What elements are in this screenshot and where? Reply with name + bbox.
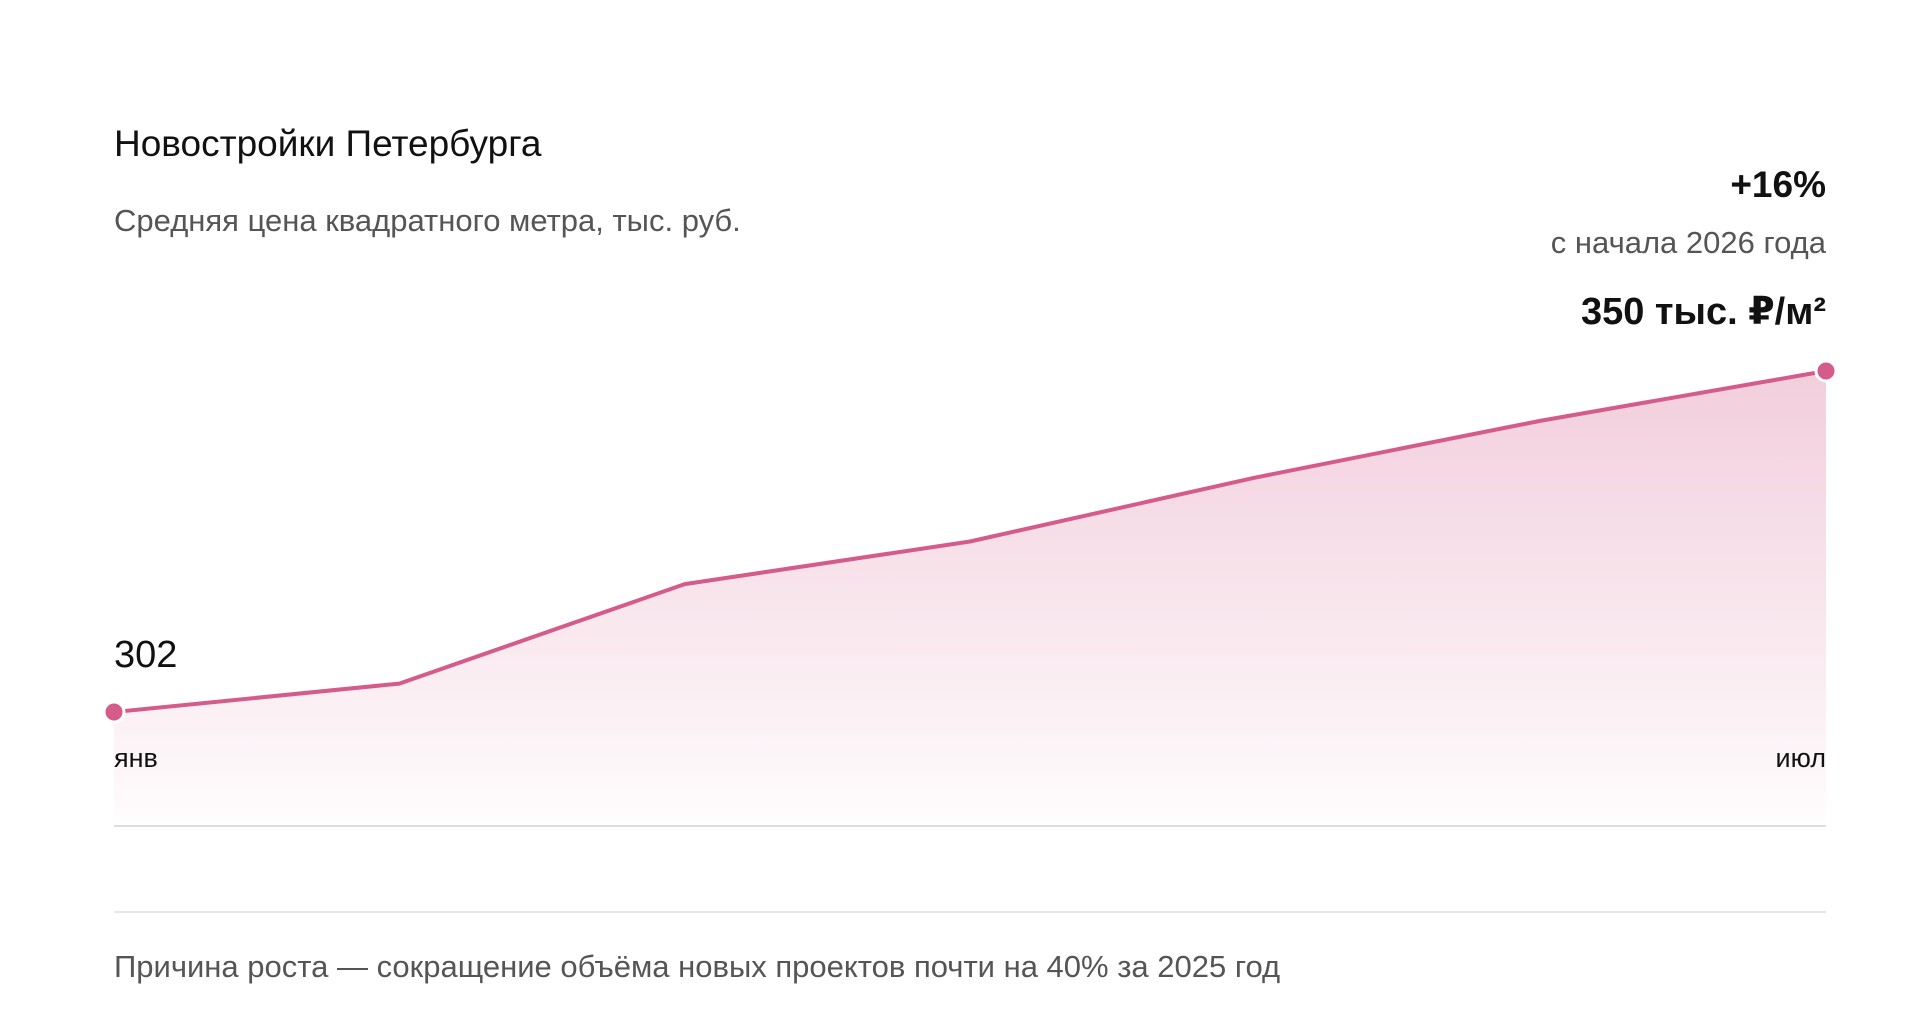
footnote: Причина роста — сокращение объёма новых …: [114, 949, 1280, 984]
value-label: 350 тыс. ₽/м²: [1581, 291, 1826, 333]
point: [102, 700, 126, 724]
plot: 302 янв 350 тыс. ₽/м² июл: [102, 291, 1838, 820]
change: +16%: [1730, 164, 1826, 205]
line: [113, 369, 1827, 714]
value-label: 302: [114, 634, 177, 676]
x-tick-label: янв: [114, 743, 158, 773]
chart-title: Новостройки Петербурга: [114, 123, 542, 164]
point: [1814, 359, 1838, 383]
change-label: с начала 2026 года: [1551, 225, 1827, 260]
chart-subtitle: Средняя цена квадратного метра, тыс. руб…: [114, 203, 741, 238]
x-tick-label: июл: [1776, 743, 1827, 773]
area: [114, 371, 1826, 820]
